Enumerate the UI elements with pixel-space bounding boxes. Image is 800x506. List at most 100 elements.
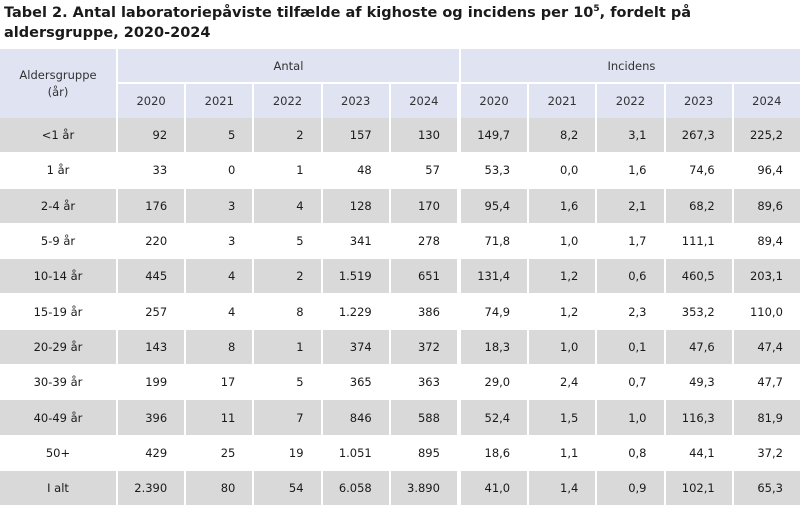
table-title: Tabel 2. Antal laboratoriepåviste tilfæl… bbox=[4, 3, 796, 43]
antal-cell: 5 bbox=[186, 118, 255, 154]
antal-cell: 92 bbox=[118, 118, 187, 154]
incidens-cell: 1,7 bbox=[597, 223, 666, 260]
incidens-cell: 1,0 bbox=[529, 223, 598, 260]
age-group-label: 40-49 år bbox=[0, 400, 118, 436]
title-superscript: 5 bbox=[593, 4, 600, 15]
antal-cell: 5 bbox=[254, 223, 323, 260]
antal-cell: 372 bbox=[390, 329, 459, 366]
incidens-cell: 71,8 bbox=[460, 223, 530, 260]
incidens-cell: 74,6 bbox=[665, 153, 734, 189]
antal-cell: 8 bbox=[186, 329, 255, 366]
incidens-cell: 44,1 bbox=[665, 435, 734, 471]
age-group-label: I alt bbox=[0, 470, 118, 506]
table-row: 10-14 år 445 4 2 1.519 651 131,4 1,2 0,6 460,5 203… bbox=[0, 259, 800, 295]
incidens-cell: 95,4 bbox=[460, 188, 530, 224]
incidens-cell: 8,2 bbox=[529, 118, 598, 154]
table-row: <1 år 92 5 2 157 130 149,7 8,2 3,1 267,3 225,2 bbox=[0, 118, 800, 154]
incidens-cell: 3,1 bbox=[597, 118, 666, 154]
incidens-cell: 2,4 bbox=[529, 365, 598, 401]
antal-cell: 170 bbox=[390, 188, 459, 224]
antal-cell: 80 bbox=[186, 470, 255, 506]
age-header-line2: (år) bbox=[47, 85, 69, 99]
incidens-cell: 68,2 bbox=[665, 188, 734, 224]
table-row: 1 år 33 0 1 48 57 53,3 0,0 1,6 74,6 96,4 bbox=[0, 153, 800, 189]
age-group-label: 10-14 år bbox=[0, 259, 118, 295]
antal-cell: 3 bbox=[186, 223, 255, 260]
antal-cell: 11 bbox=[186, 400, 255, 436]
table-row: 40-49 år 396 11 7 846 588 52,4 1,5 1,0 116,3 81,9 bbox=[0, 400, 800, 436]
antal-cell: 445 bbox=[118, 259, 187, 295]
incidens-cell: 89,6 bbox=[733, 188, 800, 224]
group-gap bbox=[458, 329, 461, 366]
incidens-cell: 0,1 bbox=[597, 329, 666, 366]
antal-cell: 8 bbox=[254, 294, 323, 330]
antal-cell: 4 bbox=[254, 188, 323, 224]
age-group-label: 50+ bbox=[0, 435, 118, 471]
group-gap bbox=[458, 153, 461, 189]
title-main: Tabel 2. Antal laboratoriepåviste tilfæl… bbox=[4, 5, 594, 21]
table-row: I alt 2.390 80 54 6.058 3.890 41,0 1,4 0,9 102,1 6… bbox=[0, 470, 800, 506]
antal-cell: 19 bbox=[254, 435, 323, 471]
table-row: 20-29 år 143 8 1 374 372 18,3 1,0 0,1 47,6 47,4 bbox=[0, 329, 800, 366]
incidens-cell: 47,4 bbox=[733, 329, 800, 366]
antal-cell: 7 bbox=[254, 400, 323, 436]
antal-cell: 363 bbox=[390, 365, 459, 401]
antal-cell: 220 bbox=[118, 223, 187, 260]
age-group-label: 1 år bbox=[0, 153, 118, 189]
incidens-cell: 1,2 bbox=[529, 294, 598, 330]
incidens-cell: 353,2 bbox=[665, 294, 734, 330]
table-body: <1 år 92 5 2 157 130 149,7 8,2 3,1 267,3 225,2 1 år… bbox=[0, 118, 800, 506]
year-header: 2023 bbox=[322, 84, 391, 118]
incidence-table: Aldersgruppe (år) Antal Incidens 2020 20… bbox=[0, 49, 800, 506]
year-header: 2020 bbox=[460, 84, 530, 118]
table-row: 2-4 år 176 3 4 128 170 95,4 1,6 2,1 68,2 89,6 bbox=[0, 188, 800, 224]
group-gap bbox=[458, 400, 461, 436]
incidens-cell: 131,4 bbox=[460, 259, 530, 295]
antal-cell: 374 bbox=[322, 329, 391, 366]
title-rest: , fordelt på aldersgruppe, 2020-2024 bbox=[4, 5, 691, 41]
incidens-group-header: Incidens bbox=[460, 49, 800, 84]
incidens-cell: 18,3 bbox=[460, 329, 530, 366]
table-row: 5-9 år 220 3 5 341 278 71,8 1,0 1,7 111,1 89,4 bbox=[0, 223, 800, 260]
antal-cell: 4 bbox=[186, 259, 255, 295]
incidens-cell: 1,0 bbox=[597, 400, 666, 436]
antal-cell: 25 bbox=[186, 435, 255, 471]
antal-cell: 651 bbox=[390, 259, 459, 295]
antal-cell: 6.058 bbox=[322, 470, 391, 506]
incidens-cell: 1,5 bbox=[529, 400, 598, 436]
group-gap bbox=[458, 435, 461, 471]
antal-cell: 1.051 bbox=[322, 435, 391, 471]
table-row: 30-39 år 199 17 5 365 363 29,0 2,4 0,7 49,3 47,7 bbox=[0, 365, 800, 401]
antal-cell: 2 bbox=[254, 118, 323, 154]
incidens-cell: 96,4 bbox=[733, 153, 800, 189]
antal-cell: 5 bbox=[254, 365, 323, 401]
header-row-years: 2020 2021 2022 2023 2024 2020 2021 2022 … bbox=[0, 84, 800, 118]
incidens-cell: 81,9 bbox=[733, 400, 800, 436]
incidens-cell: 0,7 bbox=[597, 365, 666, 401]
antal-cell: 365 bbox=[322, 365, 391, 401]
antal-cell: 3 bbox=[186, 188, 255, 224]
antal-cell: 588 bbox=[390, 400, 459, 436]
age-group-label: <1 år bbox=[0, 118, 118, 154]
incidens-cell: 74,9 bbox=[460, 294, 530, 330]
antal-cell: 33 bbox=[118, 153, 187, 189]
incidens-cell: 203,1 bbox=[733, 259, 800, 295]
incidens-cell: 460,5 bbox=[665, 259, 734, 295]
table-row: 50+ 429 25 19 1.051 895 18,6 1,1 0,8 44,1 37,2 bbox=[0, 435, 800, 471]
incidens-cell: 47,7 bbox=[733, 365, 800, 401]
antal-cell: 846 bbox=[322, 400, 391, 436]
incidens-cell: 18,6 bbox=[460, 435, 530, 471]
incidens-cell: 89,4 bbox=[733, 223, 800, 260]
incidens-cell: 267,3 bbox=[665, 118, 734, 154]
antal-cell: 0 bbox=[186, 153, 255, 189]
antal-cell: 57 bbox=[390, 153, 459, 189]
antal-cell: 176 bbox=[118, 188, 187, 224]
year-header: 2021 bbox=[186, 84, 255, 118]
incidens-cell: 0,6 bbox=[597, 259, 666, 295]
year-header: 2023 bbox=[665, 84, 734, 118]
incidens-cell: 1,2 bbox=[529, 259, 598, 295]
antal-cell: 2 bbox=[254, 259, 323, 295]
antal-cell: 1.229 bbox=[322, 294, 391, 330]
incidens-cell: 52,4 bbox=[460, 400, 530, 436]
antal-cell: 429 bbox=[118, 435, 187, 471]
